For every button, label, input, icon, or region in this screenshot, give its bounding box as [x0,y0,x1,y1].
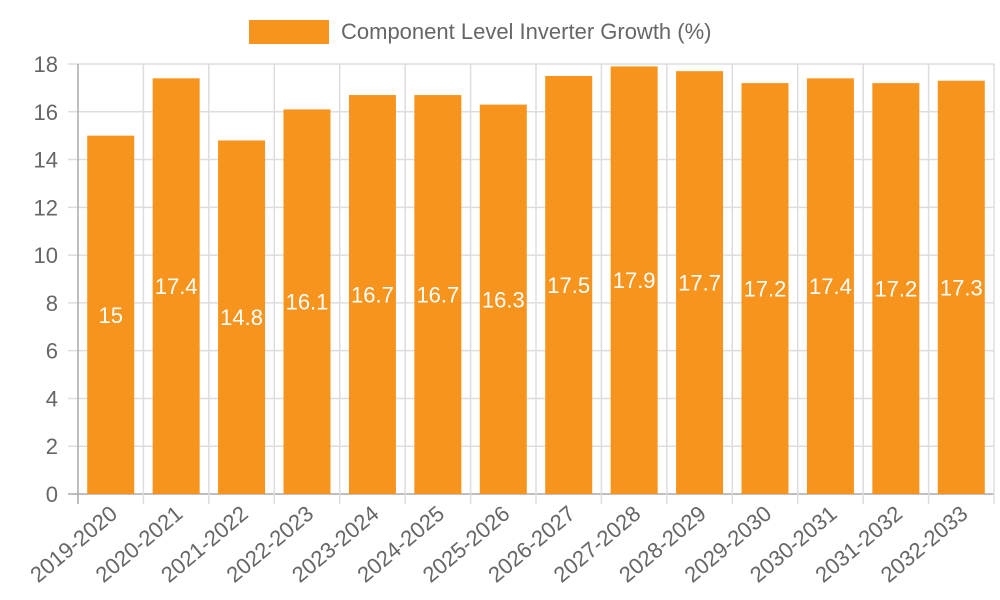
x-axis: 2019-20202020-20212021-20222022-20232023… [25,64,995,587]
bar [348,95,396,495]
y-tick-label: 16 [34,100,58,125]
y-tick-label: 10 [34,243,58,268]
y-tick-label: 2 [46,434,58,459]
bar [152,78,200,494]
bar [610,66,658,494]
bar [937,80,985,494]
bar [218,140,266,494]
bar-value-label: 17.4 [809,274,852,299]
y-tick-label: 4 [46,386,58,411]
y-tick-label: 8 [46,291,58,316]
bar [479,104,527,494]
bar-value-label: 16.7 [416,283,459,308]
bar-value-label: 16.3 [482,287,525,312]
bar-value-label: 14.8 [220,305,263,330]
bar [283,109,331,494]
bar-value-label: 17.2 [874,277,917,302]
bar-value-label: 17.2 [744,277,787,302]
bar-value-label: 15 [98,303,122,328]
bar [87,135,135,494]
bar-value-label: 16.7 [351,283,394,308]
bar-value-label: 17.7 [678,271,721,296]
legend: Component Level Inverter Growth (%) [249,19,712,44]
bar-value-label: 16.1 [286,290,329,315]
bars: 15 17.4 14.8 16.1 16.7 16.7 16.3 17.5 17.9 17.7 17… [87,66,985,495]
y-tick-label: 6 [46,339,58,364]
bar [872,83,920,494]
bar [676,71,724,495]
bar [806,78,854,494]
bar-value-label: 17.4 [155,274,198,299]
y-tick-label: 0 [46,482,58,507]
bar [414,95,462,495]
y-tick-label: 12 [34,195,58,220]
bar [741,83,789,494]
y-tick-label: 14 [34,148,58,173]
bar-value-label: 17.9 [613,268,656,293]
bar-value-label: 17.3 [940,275,983,300]
bar-value-label: 17.5 [547,273,590,298]
legend-swatch [249,20,329,44]
y-tick-label: 18 [34,52,58,77]
legend-label: Component Level Inverter Growth (%) [341,19,712,44]
bar [545,75,593,494]
